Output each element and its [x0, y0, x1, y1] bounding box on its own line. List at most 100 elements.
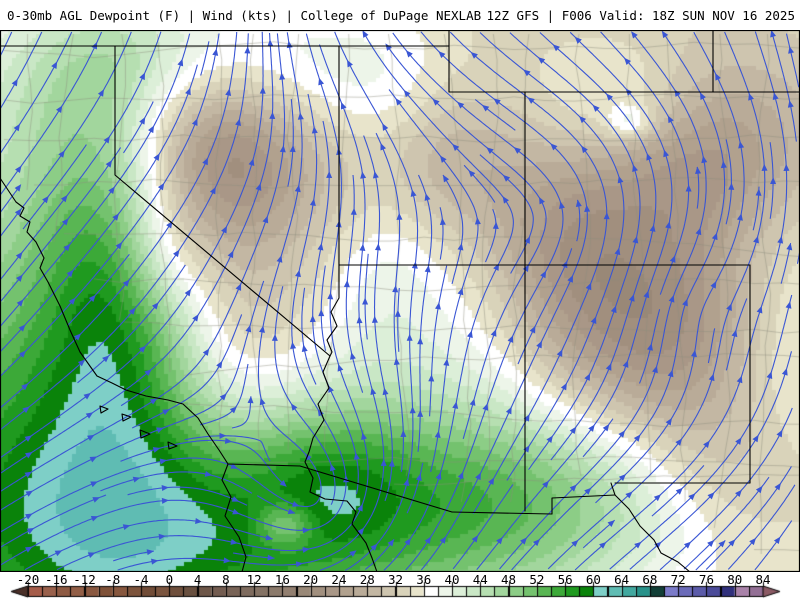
streamline-arrowhead	[617, 175, 624, 184]
streamline-arrowhead	[362, 297, 369, 305]
colorbar-tick-label: -12	[73, 572, 96, 587]
streamline-arrowhead	[90, 515, 99, 522]
streamline	[582, 519, 615, 549]
streamline-arrowhead	[424, 536, 432, 545]
streamline-arrowhead	[748, 93, 754, 101]
streamline	[0, 33, 249, 431]
streamline-arrowhead	[776, 429, 783, 438]
streamline-arrowhead	[380, 142, 387, 151]
streamline-arrowhead	[269, 111, 276, 120]
streamline	[312, 120, 359, 495]
streamline	[334, 31, 419, 571]
streamline-arrowhead	[736, 375, 743, 384]
streamline-arrowhead	[417, 409, 424, 417]
streamline-arrowhead	[438, 51, 446, 59]
streamline-arrowhead	[327, 292, 334, 300]
streamline	[184, 435, 271, 462]
streamline-arrowhead	[24, 471, 33, 478]
streamline-arrowhead	[633, 434, 641, 442]
streamline-arrowhead	[607, 520, 615, 527]
streamline-arrowhead	[248, 158, 255, 166]
streamline-arrowhead	[350, 352, 356, 360]
streamline-arrowhead	[505, 406, 512, 415]
border-mexico-3133n	[451, 511, 553, 515]
streamline-arrowhead	[537, 57, 546, 64]
streamline-arrowhead	[138, 345, 146, 353]
streamline-arrowhead	[349, 550, 357, 557]
streamline-arrowhead	[122, 279, 130, 287]
streamline-arrowhead	[340, 101, 347, 110]
streamline	[417, 174, 433, 452]
streamline-arrowhead	[738, 141, 745, 149]
streamline-arrowhead	[701, 155, 708, 164]
streamline	[257, 495, 296, 514]
streamline-arrowhead	[230, 538, 238, 545]
streamline	[695, 540, 726, 571]
streamline-arrowhead	[581, 145, 588, 154]
streamline	[595, 31, 745, 504]
colorbar-tick-label: 44	[472, 572, 488, 587]
streamline	[100, 471, 253, 494]
streamline	[199, 363, 249, 426]
streamline-arrowhead	[536, 340, 542, 349]
streamline-arrowhead	[443, 358, 450, 366]
streamline	[439, 207, 444, 260]
streamline-arrowhead	[496, 536, 503, 545]
streamline-arrowhead	[523, 69, 531, 77]
streamline-arrowhead	[513, 147, 522, 154]
streamline-arrowhead	[695, 227, 702, 236]
streamline-arrowhead	[128, 307, 136, 315]
streamline-arrowhead	[350, 207, 357, 215]
streamline-arrowhead	[432, 98, 440, 106]
streamline-arrowhead	[552, 44, 560, 52]
streamline	[123, 101, 154, 154]
geography-borders-layer	[0, 30, 800, 572]
streamline-arrowhead	[668, 295, 675, 303]
streamline-arrowhead	[523, 414, 530, 422]
streamline-arrowhead	[382, 123, 389, 131]
streamline-arrowhead	[105, 160, 113, 168]
streamline	[696, 166, 700, 209]
colorbar-tick-label: 16	[274, 572, 290, 587]
streamline-arrowhead	[24, 435, 33, 442]
streamline-arrowhead	[295, 269, 301, 278]
streamline-arrowhead	[370, 543, 378, 551]
colorbar-tick-label: 56	[557, 572, 573, 587]
streamline-arrowhead	[406, 333, 413, 341]
streamline-arrowhead	[279, 479, 287, 487]
streamline-arrowhead	[475, 472, 481, 481]
streamline	[287, 99, 294, 187]
streamline-arrowhead	[752, 434, 759, 443]
streamline-arrowhead	[457, 101, 465, 109]
streamline	[725, 139, 732, 225]
product-title: 0-30mb AGL Dewpoint (F) | Wind (kts) | C…	[7, 8, 482, 23]
streamline-arrowhead	[152, 447, 161, 453]
streamline-arrowhead	[546, 435, 553, 443]
streamline-arrowhead	[221, 225, 227, 234]
streamline-arrowhead	[209, 186, 216, 195]
model-run-info: 12Z GFS | F006 Valid: 18Z SUN NOV 16 202…	[486, 8, 795, 23]
streamline-arrowhead	[61, 218, 69, 226]
streamline-arrowhead	[649, 224, 656, 232]
streamline-arrowhead	[753, 235, 759, 244]
streamline-arrowhead	[787, 100, 794, 108]
streamline-arrowhead	[60, 194, 68, 203]
colorbar-tick-label: 28	[359, 572, 375, 587]
streamline-arrowhead	[731, 329, 738, 338]
streamline-arrowhead	[74, 333, 82, 341]
streamline	[479, 154, 534, 274]
streamline-arrowhead	[343, 280, 350, 288]
streamline-arrowhead	[24, 546, 33, 553]
streamline-arrowhead	[474, 217, 481, 225]
streamline-arrowhead	[599, 541, 607, 549]
streamline-arrowhead	[691, 349, 697, 358]
streamline	[319, 552, 354, 571]
streamline-arrowhead	[309, 314, 316, 323]
streamline-arrowhead	[667, 369, 674, 378]
streamline-arrowhead	[235, 118, 241, 126]
streamline-arrowhead	[755, 188, 762, 196]
streamline	[476, 31, 673, 571]
streamline-arrowhead	[262, 215, 269, 224]
streamline-arrowhead	[219, 432, 227, 439]
streamline-arrowhead	[632, 164, 638, 172]
